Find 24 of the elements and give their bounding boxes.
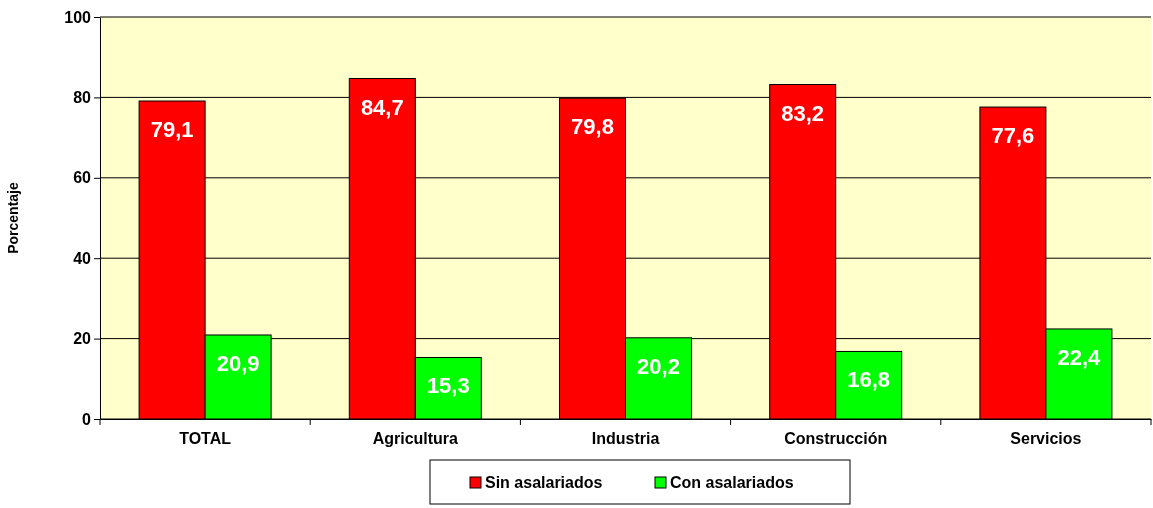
y-tick-label: 40 [73, 249, 92, 267]
data-label: 83,2 [781, 100, 825, 126]
x-tick-label: Agricultura [372, 430, 459, 448]
y-tick-label: 20 [73, 330, 92, 348]
data-label: 16,8 [847, 367, 891, 393]
data-label: 20,9 [216, 350, 260, 376]
x-tick-label: TOTAL [179, 430, 232, 448]
y-tick-label: 0 [82, 410, 92, 428]
x-tick-label: Industria [591, 430, 660, 448]
x-tick-label: Servicios [1010, 430, 1082, 448]
data-label: 15,3 [426, 373, 470, 399]
x-tick-label: Construcción [784, 430, 888, 448]
data-label: 77,6 [991, 123, 1035, 149]
y-tick-label: 100 [64, 8, 92, 26]
y-axis-title: Porcentaje [5, 182, 21, 254]
y-tick-label: 80 [73, 89, 92, 107]
data-label: 84,7 [360, 94, 404, 120]
data-label: 79,1 [150, 117, 194, 143]
data-label: 79,8 [571, 114, 614, 140]
legend-label: Con asalariados [670, 474, 794, 491]
data-label: 22,4 [1057, 344, 1102, 370]
legend-label: Sin asalariados [485, 474, 603, 491]
y-tick-label: 60 [73, 169, 92, 187]
data-label: 20,2 [637, 353, 680, 379]
